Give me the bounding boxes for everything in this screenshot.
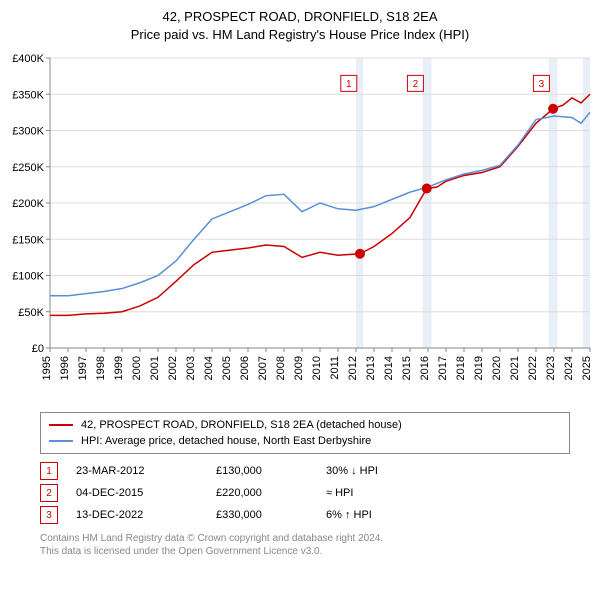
marker-hpi-relation: 30% ↓ HPI	[326, 465, 476, 477]
x-tick-label: 2001	[149, 356, 161, 380]
x-tick-label: 1998	[95, 356, 107, 380]
title-subtitle: Price paid vs. HM Land Registry's House …	[0, 26, 600, 44]
marker-date: 04-DEC-2015	[76, 487, 216, 499]
price-point-dot	[422, 184, 432, 194]
y-tick-label: £250K	[12, 162, 44, 174]
x-tick-label: 1997	[77, 356, 89, 380]
marker-hpi-relation: 6% ↑ HPI	[326, 509, 476, 521]
marker-row: 3 13-DEC-2022£330,0006% ↑ HPI	[40, 504, 570, 526]
legend-swatch	[49, 440, 73, 442]
x-tick-label: 2020	[491, 356, 503, 380]
x-tick-label: 2002	[167, 356, 179, 380]
x-tick-label: 2012	[347, 356, 359, 380]
x-tick-label: 2000	[131, 356, 143, 380]
x-tick-label: 2009	[293, 356, 305, 380]
x-tick-label: 2015	[401, 356, 413, 380]
y-tick-label: £100K	[12, 271, 44, 283]
marker-date: 23-MAR-2012	[76, 465, 216, 477]
x-tick-label: 2014	[383, 356, 395, 380]
series-line	[50, 113, 590, 296]
marker-hpi-relation: ≈ HPI	[326, 487, 476, 499]
markers-table: 1 23-MAR-2012£130,00030% ↓ HPI 2 04-DEC-201…	[40, 460, 570, 526]
legend-swatch	[49, 424, 73, 426]
x-tick-label: 2025	[581, 356, 593, 380]
x-tick-label: 1996	[59, 356, 71, 380]
x-tick-label: 2011	[329, 356, 341, 380]
x-tick-label: 1995	[41, 356, 53, 380]
y-tick-label: £0	[32, 343, 44, 355]
y-tick-label: £50K	[18, 307, 44, 319]
chart-svg: £0 £50K £100K £150K £200K £250K £300K £350K £400…	[0, 48, 600, 408]
marker-price: £330,000	[216, 509, 326, 521]
annotation-number: 2	[413, 79, 419, 90]
annotation-number: 3	[539, 79, 545, 90]
y-tick-label: £400K	[12, 53, 44, 65]
x-tick-label: 2023	[545, 356, 557, 380]
price-point-dot	[355, 249, 365, 259]
y-tick-label: £350K	[12, 90, 44, 102]
x-tick-label: 2016	[419, 356, 431, 380]
series-line	[50, 95, 590, 316]
marker-number-box: 3	[40, 506, 58, 524]
y-tick-label: £150K	[12, 235, 44, 247]
x-tick-label: 2008	[275, 356, 287, 380]
x-tick-label: 2018	[455, 356, 467, 380]
x-tick-label: 2024	[563, 356, 575, 380]
x-tick-label: 2021	[509, 356, 521, 380]
marker-number-box: 2	[40, 484, 58, 502]
marker-number-box: 1	[40, 462, 58, 480]
footer-line2: This data is licensed under the Open Gov…	[40, 545, 570, 558]
x-tick-label: 1999	[113, 356, 125, 380]
legend-label: HPI: Average price, detached house, Nort…	[81, 435, 371, 447]
x-tick-label: 2006	[239, 356, 251, 380]
x-tick-label: 2022	[527, 356, 539, 380]
marker-row: 1 23-MAR-2012£130,00030% ↓ HPI	[40, 460, 570, 482]
title-block: 42, PROSPECT ROAD, DRONFIELD, S18 2EA Pr…	[0, 0, 600, 48]
x-tick-label: 2005	[221, 356, 233, 380]
footer-line1: Contains HM Land Registry data © Crown c…	[40, 532, 570, 545]
marker-price: £220,000	[216, 487, 326, 499]
marker-date: 13-DEC-2022	[76, 509, 216, 521]
x-tick-label: 2003	[185, 356, 197, 380]
y-tick-label: £200K	[12, 198, 44, 210]
x-tick-label: 2013	[365, 356, 377, 380]
y-tick-label: £300K	[12, 126, 44, 138]
chart-container: 42, PROSPECT ROAD, DRONFIELD, S18 2EA Pr…	[0, 0, 600, 558]
annotation-number: 1	[346, 79, 352, 90]
marker-row: 2 04-DEC-2015£220,000≈ HPI	[40, 482, 570, 504]
x-tick-label: 2017	[437, 356, 449, 380]
x-tick-label: 2007	[257, 356, 269, 380]
title-address: 42, PROSPECT ROAD, DRONFIELD, S18 2EA	[0, 8, 600, 26]
legend-row: HPI: Average price, detached house, Nort…	[49, 433, 561, 449]
legend-label: 42, PROSPECT ROAD, DRONFIELD, S18 2EA (d…	[81, 419, 402, 431]
x-tick-label: 2019	[473, 356, 485, 380]
x-tick-label: 2010	[311, 356, 323, 380]
legend-row: 42, PROSPECT ROAD, DRONFIELD, S18 2EA (d…	[49, 417, 561, 433]
marker-price: £130,000	[216, 465, 326, 477]
x-tick-label: 2004	[203, 356, 215, 380]
legend: 42, PROSPECT ROAD, DRONFIELD, S18 2EA (d…	[40, 412, 570, 454]
price-point-dot	[548, 104, 558, 114]
footer-attribution: Contains HM Land Registry data © Crown c…	[40, 532, 570, 558]
chart-area: £0 £50K £100K £150K £200K £250K £300K £350K £400…	[0, 48, 600, 408]
